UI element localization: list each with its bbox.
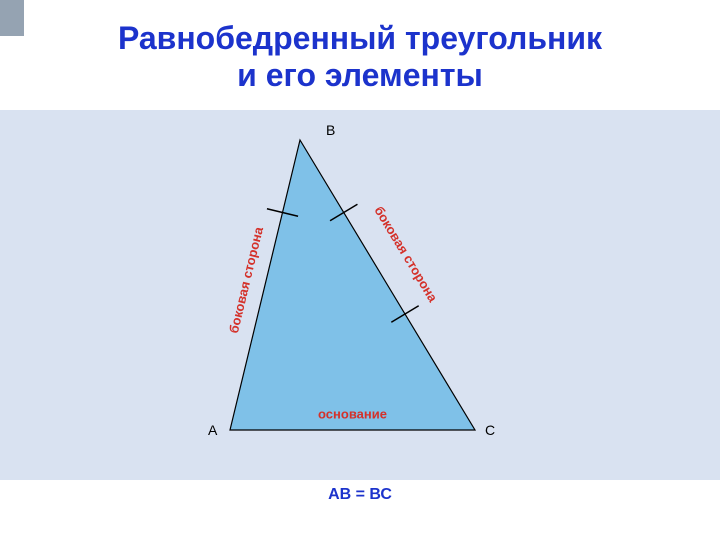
slide: Равнобедренный треугольник и его элемент… — [0, 0, 720, 540]
vertex-label-b: В — [326, 122, 335, 138]
equation-text: АВ = ВС — [328, 486, 392, 504]
base-label: основание — [318, 407, 387, 422]
triangle-polygon — [230, 140, 475, 430]
vertex-label-a: А — [208, 422, 217, 438]
vertex-label-c: С — [485, 422, 495, 438]
triangle-figure — [0, 0, 720, 540]
